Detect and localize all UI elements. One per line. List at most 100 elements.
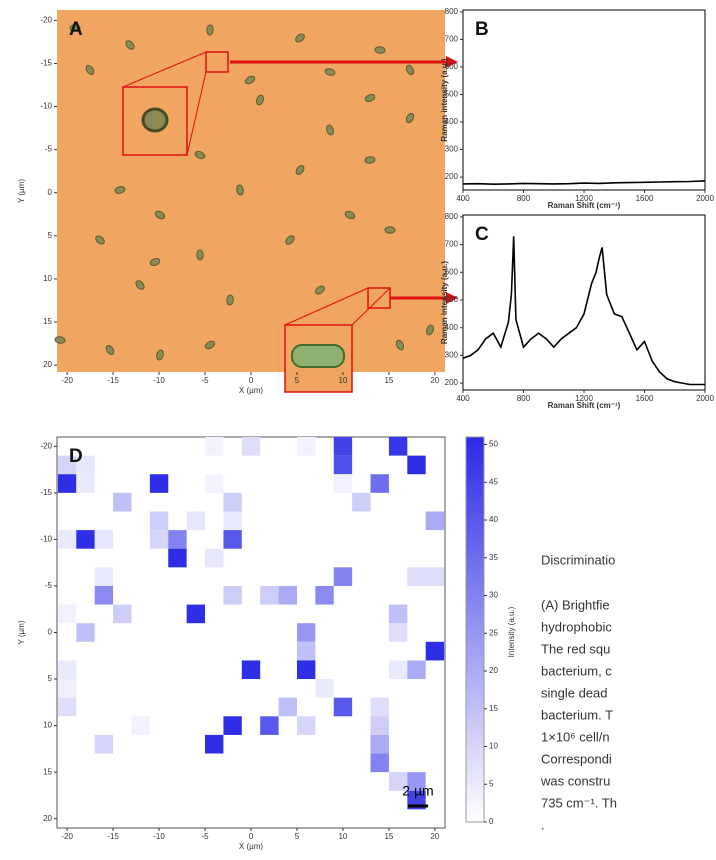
caption-line: Correspondi bbox=[541, 751, 612, 766]
x-tick-label: 20 bbox=[430, 376, 439, 385]
bacterium bbox=[156, 349, 164, 361]
bacterium bbox=[114, 186, 126, 194]
bacterium bbox=[149, 257, 161, 267]
x-tick-label: 10 bbox=[338, 376, 347, 385]
bacterium bbox=[236, 184, 244, 196]
zoom-lines bbox=[284, 287, 391, 326]
scale-bar-label: 2 µm bbox=[402, 783, 433, 799]
x-tick-label: 10 bbox=[338, 832, 347, 841]
x-tick-label: 2000 bbox=[696, 194, 714, 203]
x-axis-label: X (µm) bbox=[239, 842, 263, 851]
x-tick-label: 0 bbox=[249, 832, 254, 841]
y-tick-label: 400 bbox=[445, 323, 459, 332]
heat-cell bbox=[149, 474, 169, 493]
colorbar-tick-label: 5 bbox=[489, 779, 494, 788]
caption-line: 1×10⁶ cell/n bbox=[541, 729, 610, 744]
caption-line: . bbox=[541, 817, 545, 832]
y-tick-label: 500 bbox=[445, 295, 459, 304]
heat-cell bbox=[223, 530, 242, 549]
x-tick-label: 800 bbox=[517, 394, 531, 403]
x-tick-label: 2000 bbox=[696, 394, 714, 403]
bacterium-zoom bbox=[291, 344, 345, 368]
heat-cell bbox=[57, 530, 77, 549]
heat-cell bbox=[260, 585, 279, 605]
caption-line: was constru bbox=[540, 773, 610, 788]
heat-cell bbox=[223, 511, 242, 531]
heat-cell bbox=[370, 753, 389, 773]
y-tick-label: 500 bbox=[445, 90, 459, 99]
heat-cell bbox=[57, 604, 77, 624]
y-tick-label: 200 bbox=[445, 378, 459, 387]
bacterium bbox=[384, 226, 396, 234]
y-tick-label: 700 bbox=[445, 240, 459, 249]
x-tick-label: -15 bbox=[107, 832, 119, 841]
colorbar-tick-label: 0 bbox=[489, 817, 494, 826]
heat-cell bbox=[370, 734, 389, 754]
colorbar-tick-label: 10 bbox=[489, 742, 498, 751]
heat-cell bbox=[57, 679, 77, 698]
heat-cell bbox=[76, 455, 95, 475]
bacterium bbox=[54, 336, 66, 344]
bacterium bbox=[135, 280, 145, 290]
heat-cell bbox=[94, 734, 114, 754]
bacterium bbox=[324, 68, 336, 76]
x-axis-label: Raman Shift (cm⁻¹) bbox=[548, 401, 621, 410]
bacterium bbox=[364, 156, 376, 164]
heat-cell bbox=[388, 623, 408, 642]
spectrum-line bbox=[462, 180, 706, 186]
bacterium bbox=[85, 65, 95, 75]
colorbar-tick-label: 45 bbox=[489, 477, 498, 486]
heat-cell bbox=[76, 530, 95, 549]
x-tick-label: -20 bbox=[61, 376, 73, 385]
y-tick-label: 300 bbox=[445, 350, 459, 359]
heat-cell bbox=[76, 623, 95, 642]
colorbar-tick-label: 15 bbox=[489, 704, 498, 713]
y-tick-label: 0 bbox=[48, 628, 53, 637]
x-tick-label: -10 bbox=[153, 376, 165, 385]
bacterium bbox=[244, 75, 256, 85]
heat-cell bbox=[278, 585, 297, 605]
y-tick-label: -15 bbox=[40, 488, 52, 497]
heat-cell bbox=[94, 585, 114, 605]
y-tick-label: 10 bbox=[43, 274, 52, 283]
heat-cell bbox=[241, 437, 261, 456]
heat-cell bbox=[388, 660, 408, 680]
heat-cell bbox=[186, 511, 206, 531]
heat-cell bbox=[205, 474, 224, 493]
colorbar-label: Intensity (a.u.) bbox=[507, 606, 516, 657]
heat-cell bbox=[205, 437, 224, 456]
heat-cell bbox=[333, 697, 353, 717]
y-tick-label: -10 bbox=[40, 535, 52, 544]
caption-line: The red squ bbox=[541, 641, 610, 656]
heat-cell bbox=[223, 585, 242, 605]
y-tick-label: -5 bbox=[45, 581, 53, 590]
x-tick-label: 1200 bbox=[575, 394, 593, 403]
y-tick-label: 800 bbox=[445, 7, 459, 16]
y-tick-label: 600 bbox=[445, 62, 459, 71]
heat-cell bbox=[168, 548, 187, 568]
colorbar-tick-label: 35 bbox=[489, 553, 498, 562]
zoom-box bbox=[205, 51, 229, 73]
y-tick-label: -20 bbox=[40, 441, 52, 450]
heat-cell bbox=[278, 697, 297, 717]
heat-cell bbox=[407, 455, 426, 475]
y-axis-label: Y (µm) bbox=[17, 179, 26, 203]
x-tick-label: 5 bbox=[295, 832, 300, 841]
x-tick-label: -20 bbox=[61, 832, 73, 841]
x-tick-label: 400 bbox=[456, 194, 470, 203]
x-tick-label: 15 bbox=[384, 832, 393, 841]
heat-cell bbox=[296, 641, 316, 661]
panel-label: A bbox=[69, 19, 83, 40]
x-axis-label: Raman Shift (cm⁻¹) bbox=[548, 201, 621, 210]
heat-cell bbox=[94, 530, 114, 549]
heat-cell bbox=[260, 716, 279, 735]
bacterium bbox=[395, 339, 405, 351]
caption-line: bacterium, c bbox=[541, 663, 612, 678]
bacterium bbox=[105, 344, 115, 356]
colorbar-tick-label: 20 bbox=[489, 666, 498, 675]
caption-line: bacterium. T bbox=[541, 707, 613, 722]
caption-line: (A) Brightfie bbox=[541, 597, 610, 612]
heat-cell bbox=[149, 511, 169, 531]
panel-label: D bbox=[69, 446, 83, 467]
